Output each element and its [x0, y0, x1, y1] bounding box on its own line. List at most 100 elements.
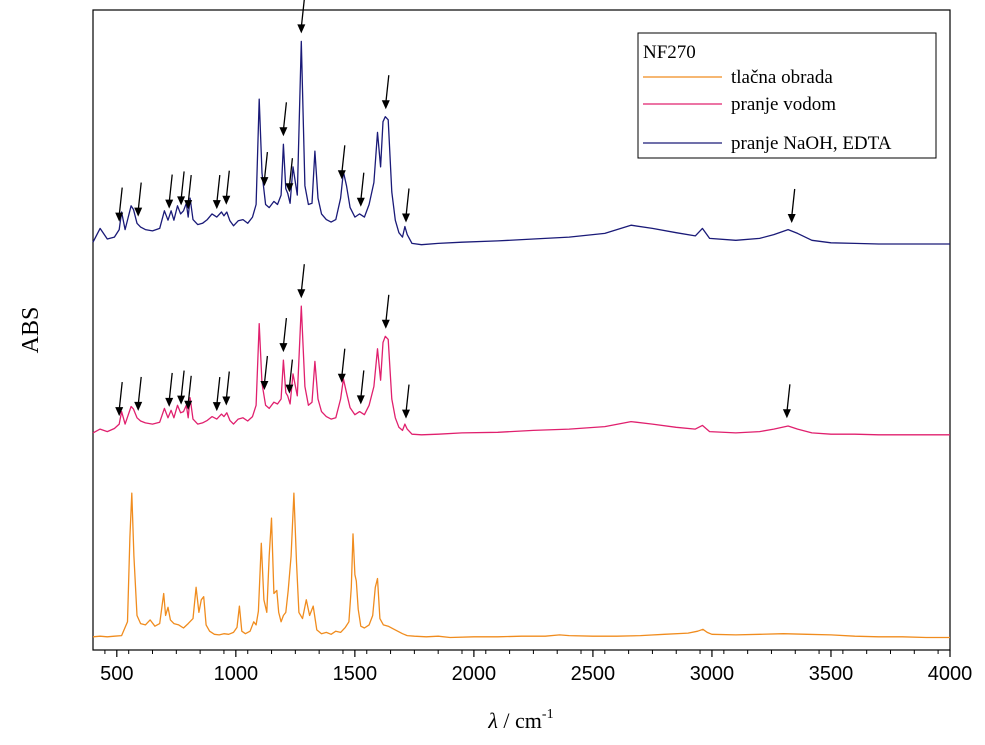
arrow-middle-5: [212, 377, 221, 412]
series-layer: [92, 40, 950, 639]
legend-entry-voda: pranje vodom: [731, 94, 836, 115]
arrow-shaft: [786, 384, 791, 413]
arrow-shaft: [360, 370, 365, 399]
arrow-shaft: [118, 382, 123, 411]
arrow-head: [381, 100, 390, 110]
arrow-shaft: [216, 175, 221, 204]
arrow-head: [356, 197, 365, 207]
arrow-head: [184, 200, 193, 210]
legend-entry-tlacna: tlačna obrada: [731, 67, 833, 88]
arrow-upper-0: [115, 187, 124, 222]
arrow-shaft: [216, 377, 221, 406]
arrow-shaft: [187, 375, 192, 404]
arrow-upper-6: [222, 170, 231, 205]
arrow-middle-0: [115, 382, 124, 417]
legend-title: NF270: [643, 42, 696, 63]
arrow-upper-5: [212, 175, 221, 210]
arrow-middle-3: [177, 370, 186, 405]
arrow-shaft: [137, 182, 142, 211]
arrow-head: [134, 401, 143, 411]
arrow-head: [184, 400, 193, 410]
x-axis-label-unit: / cm: [498, 708, 542, 733]
x-tick-label-500: 500: [100, 663, 133, 685]
arrow-shaft: [180, 171, 185, 200]
arrow-upper-2: [165, 174, 174, 209]
x-tick-label-2500: 2500: [571, 663, 616, 685]
arrow-shaft: [300, 0, 305, 28]
arrow-head: [285, 384, 294, 394]
arrow-head: [222, 396, 231, 406]
arrow-middle-10: [297, 264, 306, 299]
arrow-middle-15: [782, 384, 791, 419]
arrow-middle-12: [356, 370, 365, 405]
arrow-head: [115, 407, 124, 417]
arrow-shaft: [791, 188, 796, 218]
arrow-shaft: [385, 294, 390, 323]
arrow-shaft: [341, 348, 346, 377]
x-tick-label-1000: 1000: [214, 663, 259, 685]
arrow-upper-1: [134, 182, 143, 217]
arrow-shaft: [341, 145, 346, 174]
arrow-head: [782, 409, 791, 419]
arrow-head: [297, 24, 306, 34]
arrow-head: [787, 214, 796, 223]
arrow-upper-14: [402, 188, 410, 223]
arrow-middle-13: [381, 294, 390, 329]
arrow-upper-10: [297, 0, 306, 34]
arrow-shaft: [282, 102, 288, 131]
arrow-head: [402, 213, 410, 223]
arrow-middle-6: [222, 371, 231, 406]
arrow-head: [115, 212, 124, 222]
arrow-head: [134, 207, 143, 217]
arrow-shaft: [288, 359, 294, 388]
arrow-head: [165, 199, 174, 209]
legend: NF270 tlačna obrada pranje vodom pranje …: [637, 32, 937, 159]
arrow-upper-12: [356, 172, 365, 207]
arrow-shaft: [385, 75, 390, 104]
x-axis-label-symbol: λ: [487, 708, 498, 733]
arrow-middle-4: [184, 375, 193, 410]
arrow-shaft: [187, 175, 192, 204]
arrow-head: [381, 319, 390, 329]
legend-box: [637, 32, 937, 159]
arrow-shaft: [300, 264, 305, 293]
arrow-shaft: [405, 384, 410, 413]
arrow-shaft: [180, 370, 185, 399]
arrow-upper-9: [285, 158, 294, 193]
arrow-head: [402, 409, 410, 419]
arrow-upper-7: [260, 152, 269, 187]
arrow-shaft: [225, 170, 230, 199]
arrow-head: [165, 397, 174, 407]
arrow-shaft: [225, 371, 230, 400]
arrow-upper-8: [279, 102, 288, 137]
arrow-shaft: [263, 355, 269, 385]
arrow-shaft: [263, 152, 269, 181]
arrow-middle-11: [337, 348, 346, 383]
arrow-head: [356, 395, 365, 405]
arrow-middle-8: [279, 318, 288, 353]
arrow-shaft: [168, 174, 173, 203]
arrow-middle-7: [260, 355, 269, 390]
arrow-head: [212, 200, 221, 210]
arrow-head: [177, 196, 186, 206]
arrow-upper-11: [337, 145, 346, 180]
arrow-head: [260, 177, 269, 187]
arrow-shaft: [282, 318, 288, 347]
series-line-voda: [92, 305, 950, 436]
arrow-upper-13: [381, 75, 390, 110]
x-axis-label-exponent: -1: [542, 707, 554, 722]
x-tick-label-1500: 1500: [333, 663, 378, 685]
arrow-upper-3: [177, 171, 186, 206]
plot-area-frame: [92, 9, 951, 651]
x-tick-label-3000: 3000: [690, 663, 735, 685]
arrow-middle-14: [402, 384, 410, 419]
arrow-middle-9: [285, 359, 294, 394]
arrow-head: [222, 195, 231, 205]
arrow-head: [285, 183, 294, 193]
arrow-head: [260, 381, 269, 390]
series-line-naoh: [92, 40, 950, 246]
arrow-shaft: [137, 376, 142, 405]
arrow-head: [279, 343, 288, 353]
